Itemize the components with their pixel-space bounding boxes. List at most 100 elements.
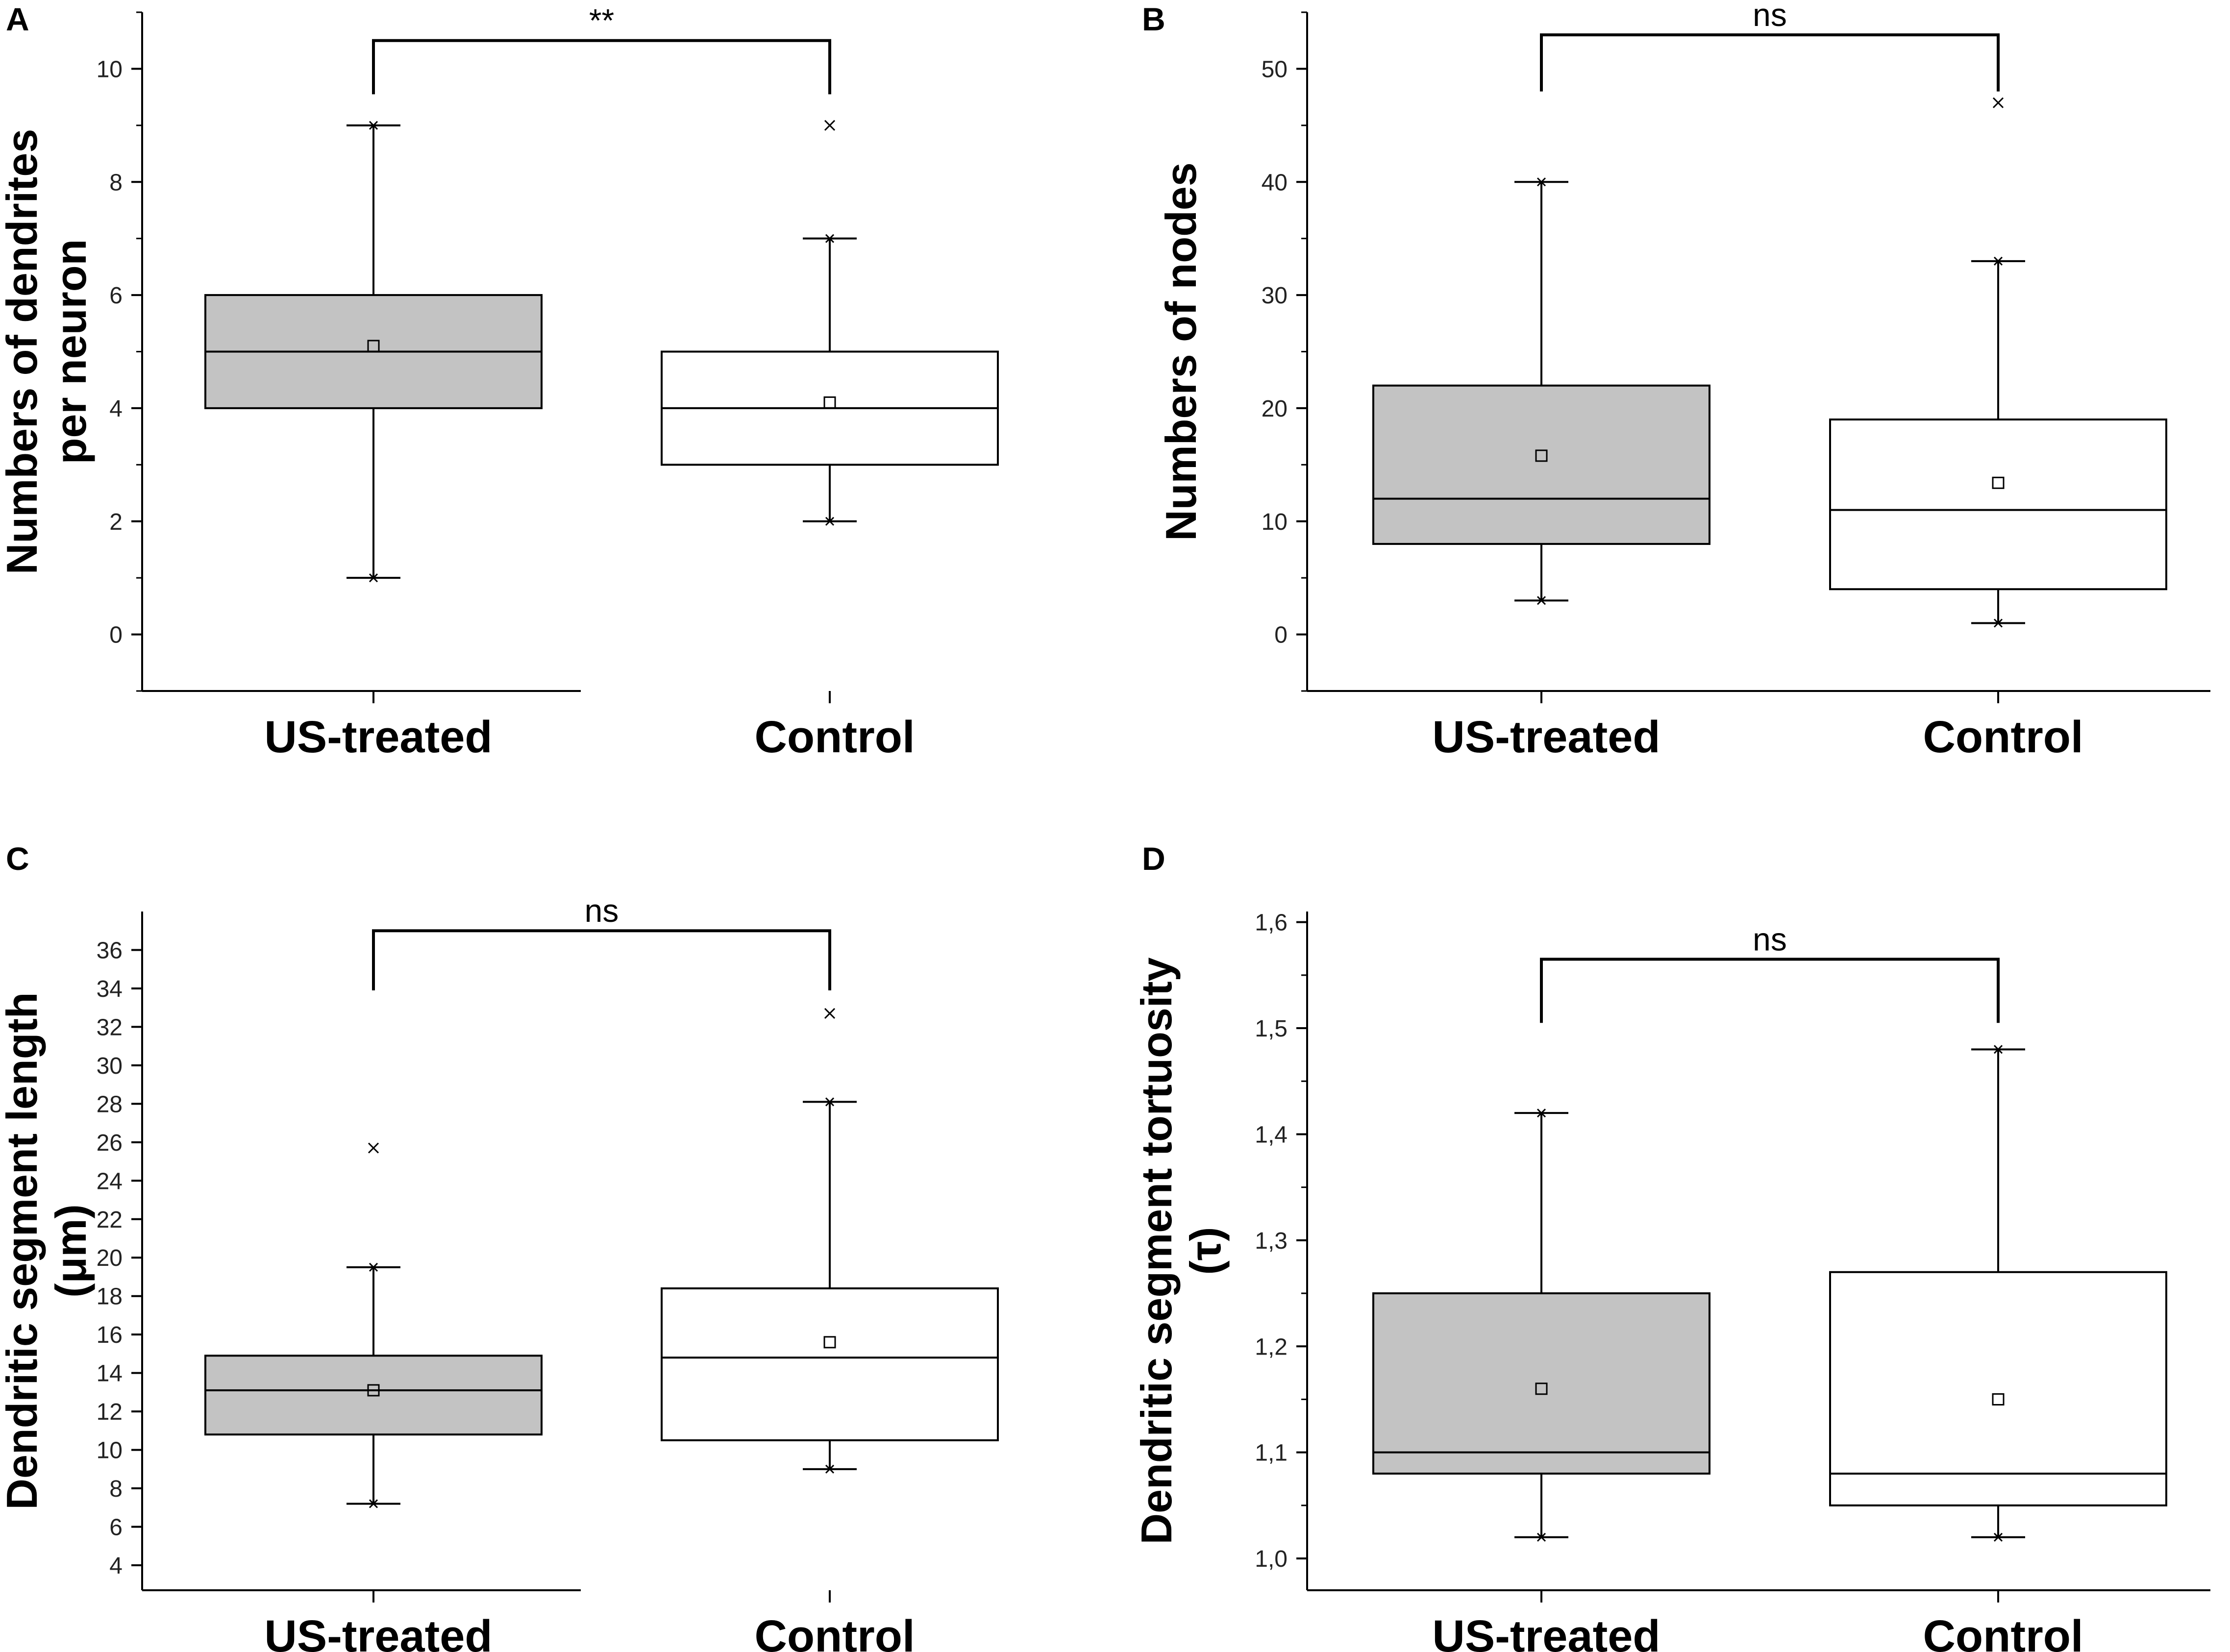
significance-label: ** xyxy=(589,2,614,39)
y-tick-label: 34 xyxy=(97,976,123,1002)
x-tick-label: US-treated xyxy=(1432,1611,1660,1652)
box-us-treated xyxy=(1372,177,1710,605)
significance-bracket xyxy=(1540,33,2000,92)
whisker-max-marker xyxy=(1536,177,1546,187)
y-tick-label: 0 xyxy=(109,622,123,648)
y-tick-label: 10 xyxy=(97,56,123,82)
box-us-treated xyxy=(204,121,543,583)
mean-marker xyxy=(1992,476,2005,489)
box-control xyxy=(661,120,999,526)
y-axis-label: Numbers of nodes xyxy=(1157,162,1205,541)
significance-label: ns xyxy=(1753,921,1787,957)
box-iqr xyxy=(1829,1271,2167,1506)
y-tick-label: 1,1 xyxy=(1255,1440,1288,1466)
panel-c: C 4 6 8 10 12 14 16 18 20 22 24 26 28 30 32 34 36 Dendriti… xyxy=(0,840,999,1652)
outlier-marker xyxy=(1992,97,2004,108)
whisker-max-marker xyxy=(369,121,378,130)
whisker-min-marker xyxy=(825,1464,835,1474)
significance-label: ns xyxy=(1753,0,1787,33)
y-tick-label: 40 xyxy=(1262,170,1288,196)
y-tick-label: 4 xyxy=(109,396,123,422)
y-axis-label: per neuron xyxy=(47,239,95,465)
y-tick-label: 32 xyxy=(97,1014,123,1040)
y-tick-label: 1,4 xyxy=(1255,1122,1288,1148)
y-tick-label: 30 xyxy=(97,1053,123,1079)
y-tick-label: 30 xyxy=(1262,283,1288,309)
x-tick-label: US-treated xyxy=(264,1611,492,1652)
significance-bracket xyxy=(372,929,831,990)
mean-marker xyxy=(1992,1393,2005,1405)
y-tick-label: 18 xyxy=(97,1284,123,1310)
significance-bracket xyxy=(1540,958,2000,1023)
x-tick-label: Control xyxy=(1923,712,2083,762)
y-axis-label: (μm) xyxy=(47,1204,95,1298)
significance-bracket xyxy=(372,39,831,95)
panel-letter: B xyxy=(1142,1,1165,37)
y-tick-label: 50 xyxy=(1262,56,1288,82)
whisker-max-marker xyxy=(1993,256,2003,266)
y-tick-label: 2 xyxy=(109,509,123,535)
panel-b: B 0 10 20 30 40 50 Numbers of nodes US-treated Co… xyxy=(1142,0,2210,762)
significance-label: ns xyxy=(585,892,619,929)
y-tick-label: 1,2 xyxy=(1255,1334,1288,1360)
x-tick-label: Control xyxy=(754,712,915,762)
box-iqr xyxy=(661,1287,999,1441)
y-tick-label: 10 xyxy=(1262,509,1288,535)
y-tick-label: 14 xyxy=(97,1361,123,1387)
panel-letter: A xyxy=(6,1,29,37)
y-tick-label: 26 xyxy=(97,1130,123,1156)
whisker-max-marker xyxy=(1993,1045,2003,1054)
y-tick-label: 22 xyxy=(97,1207,123,1233)
panel-letter: D xyxy=(1142,840,1165,877)
y-tick-label: 12 xyxy=(97,1399,123,1425)
y-tick-label: 16 xyxy=(97,1322,123,1348)
outlier-marker xyxy=(824,120,836,131)
outlier-marker xyxy=(824,1008,836,1019)
whisker-min-marker xyxy=(1993,618,2003,628)
y-axis-label: Dendritic segment tortuosity xyxy=(1132,957,1181,1544)
outlier-marker xyxy=(368,1142,379,1154)
whisker-min-marker xyxy=(369,1499,378,1508)
x-tick-label: US-treated xyxy=(1432,712,1660,762)
mean-marker xyxy=(1535,1382,1548,1395)
x-tick-label: US-treated xyxy=(264,712,492,762)
y-tick-label: 6 xyxy=(109,283,123,309)
y-tick-label: 4 xyxy=(109,1553,123,1579)
panel-letter: C xyxy=(6,840,29,877)
y-tick-label: 1,3 xyxy=(1255,1228,1288,1254)
whisker-max-marker xyxy=(369,1262,378,1272)
panel-a: A 0 2 4 6 8 10 Numbers of dendrites per neuron US… xyxy=(0,1,999,762)
y-tick-label: 1,6 xyxy=(1255,910,1288,936)
whisker-min-marker xyxy=(369,573,378,583)
y-tick-label: 28 xyxy=(97,1091,123,1117)
mean-marker xyxy=(823,396,836,409)
x-tick-label: Control xyxy=(754,1611,915,1652)
y-tick-label: 20 xyxy=(97,1245,123,1271)
y-tick-label: 1,0 xyxy=(1255,1546,1288,1572)
mean-marker xyxy=(367,340,380,352)
y-tick-label: 20 xyxy=(1262,396,1288,422)
box-control xyxy=(1829,97,2167,628)
box-us-treated xyxy=(204,1142,543,1508)
whisker-max-marker xyxy=(825,234,835,243)
whisker-max-marker xyxy=(1536,1109,1546,1118)
x-tick-label: Control xyxy=(1923,1611,2083,1652)
whisker-min-marker xyxy=(825,517,835,526)
y-axis-label: Dendritic segment length xyxy=(0,992,46,1509)
y-tick-label: 8 xyxy=(109,170,123,196)
whisker-max-marker xyxy=(825,1097,835,1107)
mean-marker xyxy=(367,1384,380,1397)
box-iqr xyxy=(1372,384,1710,545)
y-axis-label: (τ) xyxy=(1181,1227,1230,1275)
box-control xyxy=(1829,1045,2167,1542)
y-tick-label: 10 xyxy=(97,1438,123,1464)
whisker-min-marker xyxy=(1536,1532,1546,1542)
whisker-min-marker xyxy=(1993,1532,2003,1542)
y-tick-label: 24 xyxy=(97,1168,123,1194)
y-tick-label: 1,5 xyxy=(1255,1016,1288,1042)
box-iqr xyxy=(1829,419,2167,591)
whisker-min-marker xyxy=(1536,596,1546,605)
box-control xyxy=(661,1008,999,1474)
y-tick-label: 8 xyxy=(109,1476,123,1502)
